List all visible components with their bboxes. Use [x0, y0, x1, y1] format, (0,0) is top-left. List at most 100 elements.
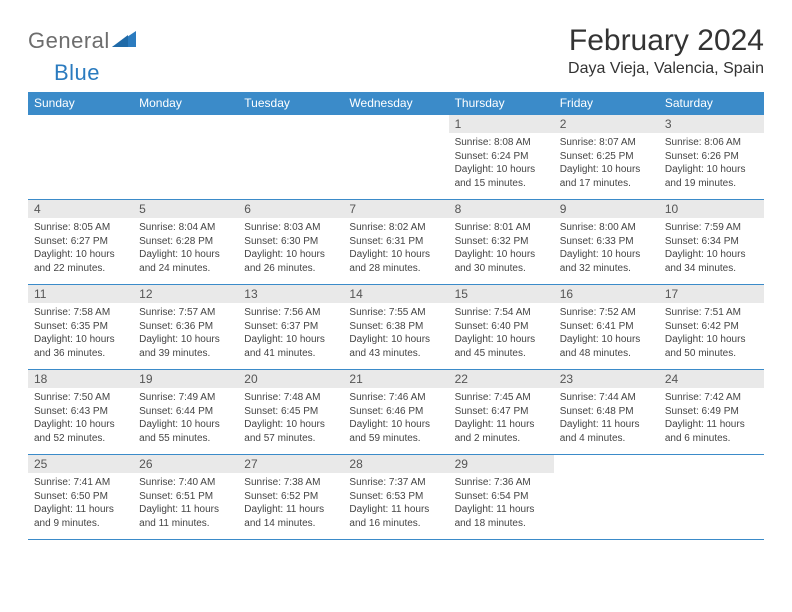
day-details: Sunrise: 7:49 AMSunset: 6:44 PMDaylight:… — [133, 388, 238, 449]
calendar-cell: 20Sunrise: 7:48 AMSunset: 6:45 PMDayligh… — [238, 370, 343, 455]
day-number: 12 — [133, 285, 238, 303]
calendar-cell — [133, 115, 238, 200]
calendar-cell: 26Sunrise: 7:40 AMSunset: 6:51 PMDayligh… — [133, 455, 238, 540]
day-number: 17 — [659, 285, 764, 303]
col-tuesday: Tuesday — [238, 92, 343, 115]
day-number: 5 — [133, 200, 238, 218]
day-number: 10 — [659, 200, 764, 218]
day-number: 4 — [28, 200, 133, 218]
day-details: Sunrise: 7:37 AMSunset: 6:53 PMDaylight:… — [343, 473, 448, 534]
calendar-cell: 5Sunrise: 8:04 AMSunset: 6:28 PMDaylight… — [133, 200, 238, 285]
col-wednesday: Wednesday — [343, 92, 448, 115]
calendar-cell: 2Sunrise: 8:07 AMSunset: 6:25 PMDaylight… — [554, 115, 659, 200]
calendar-cell: 18Sunrise: 7:50 AMSunset: 6:43 PMDayligh… — [28, 370, 133, 455]
calendar-cell — [659, 455, 764, 540]
calendar-cell — [554, 455, 659, 540]
day-details: Sunrise: 7:56 AMSunset: 6:37 PMDaylight:… — [238, 303, 343, 364]
calendar-cell: 14Sunrise: 7:55 AMSunset: 6:38 PMDayligh… — [343, 285, 448, 370]
calendar-row: 11Sunrise: 7:58 AMSunset: 6:35 PMDayligh… — [28, 285, 764, 370]
location: Daya Vieja, Valencia, Spain — [568, 60, 764, 78]
day-details: Sunrise: 8:08 AMSunset: 6:24 PMDaylight:… — [449, 133, 554, 194]
day-number: 24 — [659, 370, 764, 388]
col-thursday: Thursday — [449, 92, 554, 115]
day-number: 29 — [449, 455, 554, 473]
day-number: 20 — [238, 370, 343, 388]
logo: General — [28, 28, 138, 54]
day-details: Sunrise: 7:44 AMSunset: 6:48 PMDaylight:… — [554, 388, 659, 449]
day-details: Sunrise: 7:51 AMSunset: 6:42 PMDaylight:… — [659, 303, 764, 364]
day-number: 16 — [554, 285, 659, 303]
calendar-row: 18Sunrise: 7:50 AMSunset: 6:43 PMDayligh… — [28, 370, 764, 455]
calendar-cell: 29Sunrise: 7:36 AMSunset: 6:54 PMDayligh… — [449, 455, 554, 540]
day-details: Sunrise: 7:57 AMSunset: 6:36 PMDaylight:… — [133, 303, 238, 364]
day-details: Sunrise: 7:59 AMSunset: 6:34 PMDaylight:… — [659, 218, 764, 279]
day-number: 28 — [343, 455, 448, 473]
calendar-cell: 24Sunrise: 7:42 AMSunset: 6:49 PMDayligh… — [659, 370, 764, 455]
calendar-cell: 22Sunrise: 7:45 AMSunset: 6:47 PMDayligh… — [449, 370, 554, 455]
calendar-cell: 27Sunrise: 7:38 AMSunset: 6:52 PMDayligh… — [238, 455, 343, 540]
logo-word-general: General — [28, 28, 110, 54]
calendar-cell: 13Sunrise: 7:56 AMSunset: 6:37 PMDayligh… — [238, 285, 343, 370]
day-number: 8 — [449, 200, 554, 218]
col-sunday: Sunday — [28, 92, 133, 115]
day-details: Sunrise: 7:41 AMSunset: 6:50 PMDaylight:… — [28, 473, 133, 534]
calendar-cell: 25Sunrise: 7:41 AMSunset: 6:50 PMDayligh… — [28, 455, 133, 540]
day-details: Sunrise: 7:52 AMSunset: 6:41 PMDaylight:… — [554, 303, 659, 364]
day-details: Sunrise: 7:54 AMSunset: 6:40 PMDaylight:… — [449, 303, 554, 364]
calendar-cell: 19Sunrise: 7:49 AMSunset: 6:44 PMDayligh… — [133, 370, 238, 455]
day-details: Sunrise: 7:48 AMSunset: 6:45 PMDaylight:… — [238, 388, 343, 449]
day-details: Sunrise: 7:38 AMSunset: 6:52 PMDaylight:… — [238, 473, 343, 534]
day-details: Sunrise: 8:02 AMSunset: 6:31 PMDaylight:… — [343, 218, 448, 279]
calendar-cell — [28, 115, 133, 200]
day-number: 13 — [238, 285, 343, 303]
calendar-cell: 21Sunrise: 7:46 AMSunset: 6:46 PMDayligh… — [343, 370, 448, 455]
day-details: Sunrise: 8:00 AMSunset: 6:33 PMDaylight:… — [554, 218, 659, 279]
day-number: 19 — [133, 370, 238, 388]
calendar-cell — [343, 115, 448, 200]
day-details: Sunrise: 7:40 AMSunset: 6:51 PMDaylight:… — [133, 473, 238, 534]
day-number: 11 — [28, 285, 133, 303]
day-number: 18 — [28, 370, 133, 388]
calendar-cell: 9Sunrise: 8:00 AMSunset: 6:33 PMDaylight… — [554, 200, 659, 285]
day-number: 1 — [449, 115, 554, 133]
day-number: 26 — [133, 455, 238, 473]
day-details: Sunrise: 8:04 AMSunset: 6:28 PMDaylight:… — [133, 218, 238, 279]
day-details: Sunrise: 8:06 AMSunset: 6:26 PMDaylight:… — [659, 133, 764, 194]
logo-triangle-icon — [112, 29, 138, 54]
calendar-cell: 6Sunrise: 8:03 AMSunset: 6:30 PMDaylight… — [238, 200, 343, 285]
day-details: Sunrise: 8:07 AMSunset: 6:25 PMDaylight:… — [554, 133, 659, 194]
day-details: Sunrise: 7:50 AMSunset: 6:43 PMDaylight:… — [28, 388, 133, 449]
day-details: Sunrise: 7:42 AMSunset: 6:49 PMDaylight:… — [659, 388, 764, 449]
day-number: 7 — [343, 200, 448, 218]
calendar-row: 4Sunrise: 8:05 AMSunset: 6:27 PMDaylight… — [28, 200, 764, 285]
day-number: 22 — [449, 370, 554, 388]
day-details: Sunrise: 7:55 AMSunset: 6:38 PMDaylight:… — [343, 303, 448, 364]
calendar-cell: 15Sunrise: 7:54 AMSunset: 6:40 PMDayligh… — [449, 285, 554, 370]
col-friday: Friday — [554, 92, 659, 115]
day-number: 27 — [238, 455, 343, 473]
day-number: 9 — [554, 200, 659, 218]
calendar-cell: 12Sunrise: 7:57 AMSunset: 6:36 PMDayligh… — [133, 285, 238, 370]
calendar-cell: 23Sunrise: 7:44 AMSunset: 6:48 PMDayligh… — [554, 370, 659, 455]
calendar-row: 1Sunrise: 8:08 AMSunset: 6:24 PMDaylight… — [28, 115, 764, 200]
logo-word-blue: Blue — [54, 60, 100, 86]
day-number: 6 — [238, 200, 343, 218]
calendar-row: 25Sunrise: 7:41 AMSunset: 6:50 PMDayligh… — [28, 455, 764, 540]
calendar-cell: 11Sunrise: 7:58 AMSunset: 6:35 PMDayligh… — [28, 285, 133, 370]
day-details: Sunrise: 7:45 AMSunset: 6:47 PMDaylight:… — [449, 388, 554, 449]
col-monday: Monday — [133, 92, 238, 115]
day-details: Sunrise: 8:01 AMSunset: 6:32 PMDaylight:… — [449, 218, 554, 279]
day-details: Sunrise: 7:46 AMSunset: 6:46 PMDaylight:… — [343, 388, 448, 449]
day-details: Sunrise: 7:36 AMSunset: 6:54 PMDaylight:… — [449, 473, 554, 534]
calendar-cell — [238, 115, 343, 200]
day-details: Sunrise: 7:58 AMSunset: 6:35 PMDaylight:… — [28, 303, 133, 364]
day-number: 3 — [659, 115, 764, 133]
day-details: Sunrise: 8:05 AMSunset: 6:27 PMDaylight:… — [28, 218, 133, 279]
day-number: 21 — [343, 370, 448, 388]
day-number: 23 — [554, 370, 659, 388]
calendar-cell: 4Sunrise: 8:05 AMSunset: 6:27 PMDaylight… — [28, 200, 133, 285]
calendar-cell: 7Sunrise: 8:02 AMSunset: 6:31 PMDaylight… — [343, 200, 448, 285]
day-number: 25 — [28, 455, 133, 473]
calendar-cell: 16Sunrise: 7:52 AMSunset: 6:41 PMDayligh… — [554, 285, 659, 370]
day-number: 2 — [554, 115, 659, 133]
